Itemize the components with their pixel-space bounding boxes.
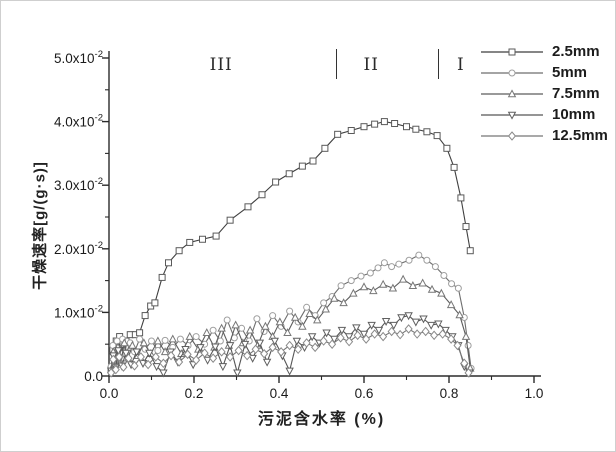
legend-label: 7.5mm — [552, 85, 600, 102]
legend-item-12.5mm: 12.5mm — [479, 125, 608, 146]
x-tick-label: 0.4 — [270, 386, 289, 401]
region-label-III: III — [209, 55, 233, 75]
legend-item-2.5mm: 2.5mm — [479, 41, 608, 62]
legend-label: 12.5mm — [552, 127, 608, 144]
y-tick-label: 1.0x10-2 — [54, 303, 103, 320]
x-tick-label: 0.8 — [440, 386, 459, 401]
x-tick-label: 0.6 — [355, 386, 374, 401]
series-12.5mm — [107, 324, 473, 378]
region-divider-2 — [437, 49, 440, 79]
legend-label: 2.5mm — [552, 43, 600, 60]
region-divider-1 — [335, 49, 338, 79]
series-10mm — [106, 312, 474, 378]
y-tick-label: 2.0x10-2 — [54, 240, 103, 257]
legend-label: 10mm — [552, 106, 596, 123]
y-tick-label: 3.0x10-2 — [54, 176, 103, 193]
y-tick-label: 5.0x10-2 — [54, 49, 103, 66]
circle-marker-icon — [481, 69, 543, 76]
diamond-marker-icon — [481, 130, 543, 141]
x-tick-label: 0.0 — [100, 386, 119, 401]
triangle-down-marker-icon — [481, 111, 543, 120]
legend: 2.5mm 5mm 7.5mm 10mm 12.5mm — [479, 41, 608, 146]
x-tick-label: 1.0 — [525, 386, 544, 401]
legend-item-7.5mm: 7.5mm — [479, 83, 608, 104]
triangle-up-marker-icon — [481, 88, 543, 97]
x-axis-title: 污泥含水率 (%) — [257, 411, 386, 428]
legend-label: 5mm — [552, 64, 588, 81]
series-7.5mm — [106, 274, 475, 373]
x-tick-label: 0.2 — [185, 386, 204, 401]
region-label-I: I — [457, 55, 465, 75]
axes: 0.0 1.0x10-2 2.0x10-2 3.0x10-2 4.0x10-2 5.0x1… — [54, 49, 543, 401]
y-tick-label: 0.0 — [84, 369, 103, 384]
legend-item-5mm: 5mm — [479, 62, 608, 83]
y-axis-title: 干燥速率[g/(g·s)] — [31, 161, 49, 290]
legend-item-10mm: 10mm — [479, 104, 608, 125]
y-tick-label: 4.0x10-2 — [54, 113, 103, 130]
region-label-II: II — [363, 55, 379, 75]
square-marker-icon — [481, 48, 543, 55]
